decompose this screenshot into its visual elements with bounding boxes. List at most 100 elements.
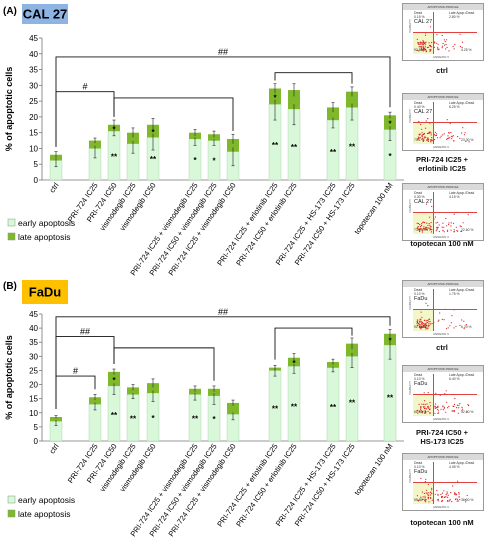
y-axis-label: % of apoptotic cells <box>4 335 14 420</box>
flow-event-dot <box>424 497 426 499</box>
flow-event-dot <box>448 223 450 226</box>
flow-event-dot <box>447 135 449 137</box>
legend-label: early apoptosis <box>18 495 75 505</box>
flow-event-dot <box>438 412 440 414</box>
flow-event-dot <box>425 492 427 494</box>
bar-late <box>327 107 339 121</box>
flow-event-dot <box>422 323 424 325</box>
flow-event-dot <box>418 322 420 325</box>
flow-event-dot <box>420 328 422 330</box>
gate-horizontal <box>413 394 477 395</box>
flow-event-dot <box>424 127 427 129</box>
y-axis-label: % of apoptotic cells <box>4 67 14 152</box>
y-tick-label: 45 <box>29 310 38 319</box>
flow-event-dot <box>445 43 447 45</box>
flow-event-dot <box>430 231 433 233</box>
flow-event-dot <box>425 478 427 480</box>
flow-event-dot <box>429 131 431 133</box>
flow-event-dot <box>417 325 419 327</box>
dead-quadrant-label: Dead 0.10 % <box>414 461 425 469</box>
significance-early: ** <box>111 411 118 420</box>
flow-event-dot <box>422 411 424 413</box>
flow-event-dot <box>461 319 463 321</box>
significance-bracket <box>55 336 115 410</box>
panel-letter: (A) <box>3 6 17 17</box>
flow-event-dot <box>434 139 436 141</box>
flow-event-dot <box>421 231 423 233</box>
flow-event-dot <box>419 409 422 411</box>
flow-event-dot <box>417 500 420 502</box>
flow-plot-scatter <box>413 26 463 54</box>
cell-line-label: FaDu <box>29 285 62 300</box>
flow-event-dot <box>441 34 443 37</box>
flow-event-dot <box>428 323 430 325</box>
flow-event-dot <box>430 46 433 48</box>
flow-event-dot <box>454 498 457 501</box>
late-quadrant-label: Late Apop./Dead 1.75 % <box>449 288 475 296</box>
flow-event-dot <box>422 229 424 231</box>
flow-event-dot <box>422 50 424 52</box>
flow-plot-header: APOPTOSIS PROFILE <box>403 281 483 287</box>
flow-event-dot <box>430 141 432 143</box>
flow-event-dot <box>427 328 429 330</box>
flow-event-dot <box>422 496 424 498</box>
flow-event-dot <box>425 411 427 413</box>
flow-event-dot <box>419 320 421 322</box>
flow-event-dot <box>416 38 418 40</box>
flow-event-dot <box>419 318 421 320</box>
flow-event-dot <box>419 326 421 328</box>
flow-event-dot <box>449 122 451 125</box>
flow-event-dot <box>417 42 419 44</box>
flow-event-dot <box>418 50 420 52</box>
flow-cell-line: CAL 27 <box>414 19 433 25</box>
flow-event-dot <box>430 48 432 51</box>
flow-event-dot <box>456 404 458 406</box>
flow-event-dot <box>425 302 427 304</box>
flow-event-dot <box>449 325 451 327</box>
gate-horizontal <box>413 122 477 123</box>
flow-event-dot <box>455 494 457 496</box>
flow-event-dot <box>429 26 432 28</box>
flow-event-dot <box>422 46 424 49</box>
significance-bracket <box>274 72 353 84</box>
significance-early: ** <box>192 414 199 423</box>
flow-event-dot <box>424 49 426 51</box>
flow-event-dot <box>422 228 424 230</box>
flow-event-dot <box>424 46 426 48</box>
bar-late <box>108 371 120 386</box>
flow-event-dot <box>423 41 425 43</box>
flow-event-dot <box>452 410 454 412</box>
flow-event-dot <box>431 205 433 208</box>
flow-event-dot <box>459 324 461 326</box>
flow-event-dot <box>425 203 428 205</box>
flow-event-dot <box>424 227 426 229</box>
flow-event-dot <box>428 132 430 134</box>
flow-event-dot <box>422 139 424 141</box>
flow-event-dot <box>446 491 448 493</box>
flow-event-dot <box>419 324 421 326</box>
significance-early: ** <box>330 403 337 412</box>
flow-plot-caption: ctrl <box>436 66 448 75</box>
flow-event-dot <box>428 42 430 44</box>
flow-plot-header: APOPTOSIS PROFILE <box>403 4 483 10</box>
significance-early: ** <box>111 152 118 161</box>
flow-event-dot <box>429 49 431 51</box>
flow-event-dot <box>436 133 438 135</box>
significance-bracket <box>55 56 391 147</box>
flow-event-dot <box>448 50 450 52</box>
flow-event-dot <box>429 412 431 414</box>
flow-event-dot <box>437 43 439 45</box>
flow-event-dot <box>453 140 455 142</box>
flow-event-dot <box>425 136 427 139</box>
flow-event-dot <box>450 225 452 227</box>
flow-event-dot <box>424 500 426 502</box>
flow-event-dot <box>443 490 445 492</box>
flow-event-dot <box>448 137 450 139</box>
flow-event-dot <box>423 326 425 328</box>
flow-event-dot <box>421 316 423 318</box>
legend-label: late apoptosis <box>18 509 70 519</box>
flow-event-dot <box>426 227 428 229</box>
flow-event-dot <box>457 412 459 414</box>
flow-event-dot <box>461 408 464 410</box>
